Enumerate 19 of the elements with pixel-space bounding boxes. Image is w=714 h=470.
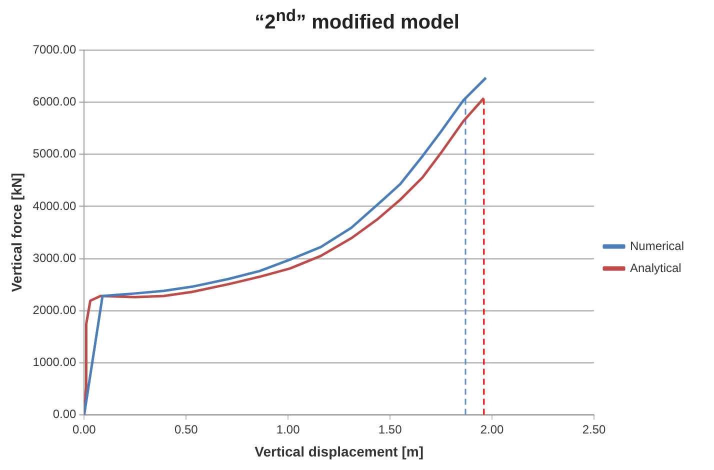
x-axis-title: Vertical displacement [m]: [254, 443, 424, 460]
y-tick-label: 1000.00: [32, 355, 76, 370]
y-tick-label: 7000.00: [32, 42, 76, 57]
chart-title: “2$^{nd}$” modified model: [254, 6, 460, 35]
y-tick-label: 2000.00: [32, 302, 76, 317]
legend-label: Numerical: [630, 238, 684, 253]
y-tick-label: 0.00: [52, 407, 76, 422]
x-tick-label: 0.00: [72, 422, 96, 436]
legend-label: Analytical: [630, 260, 682, 275]
x-tick-label: 0.50: [174, 422, 198, 436]
y-tick-label: 6000.00: [32, 94, 76, 109]
y-tick-label: 4000.00: [32, 198, 76, 213]
y-tick-label: 5000.00: [32, 146, 76, 161]
x-tick-label: 1.00: [276, 422, 300, 436]
x-tick-label: 2.00: [480, 422, 504, 436]
x-tick-label: 2.50: [582, 422, 606, 436]
y-axis-title: Vertical force [kN]: [8, 172, 24, 292]
y-tick-label: 3000.00: [32, 250, 76, 265]
x-tick-label: 1.50: [378, 422, 402, 436]
